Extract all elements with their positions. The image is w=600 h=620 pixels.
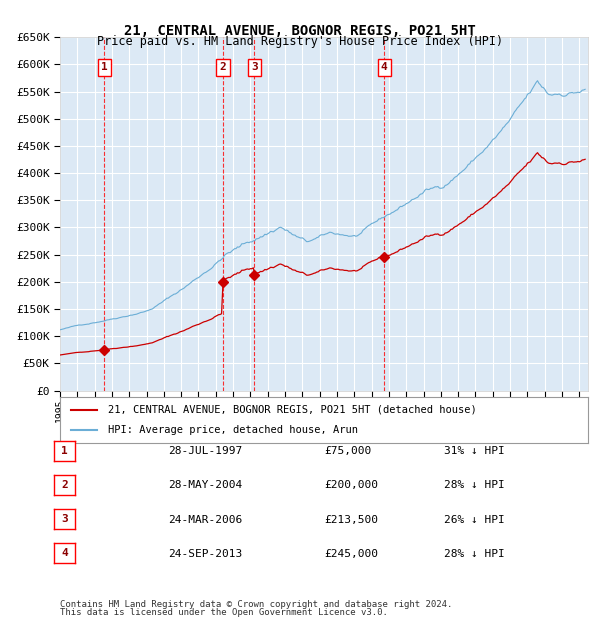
- Text: Contains HM Land Registry data © Crown copyright and database right 2024.: Contains HM Land Registry data © Crown c…: [60, 600, 452, 609]
- Text: Price paid vs. HM Land Registry's House Price Index (HPI): Price paid vs. HM Land Registry's House …: [97, 35, 503, 48]
- Text: £245,000: £245,000: [324, 549, 378, 559]
- Text: 24-MAR-2006: 24-MAR-2006: [168, 515, 242, 525]
- Text: 24-SEP-2013: 24-SEP-2013: [168, 549, 242, 559]
- Text: 4: 4: [381, 62, 388, 73]
- Text: 26% ↓ HPI: 26% ↓ HPI: [444, 515, 505, 525]
- Text: £213,500: £213,500: [324, 515, 378, 525]
- Text: 31% ↓ HPI: 31% ↓ HPI: [444, 446, 505, 456]
- Text: 28% ↓ HPI: 28% ↓ HPI: [444, 549, 505, 559]
- Text: £75,000: £75,000: [324, 446, 371, 456]
- Text: This data is licensed under the Open Government Licence v3.0.: This data is licensed under the Open Gov…: [60, 608, 388, 617]
- Text: 3: 3: [251, 62, 258, 73]
- Text: 1: 1: [101, 62, 108, 73]
- Text: 28-MAY-2004: 28-MAY-2004: [168, 480, 242, 490]
- Text: 2: 2: [61, 480, 68, 490]
- Text: HPI: Average price, detached house, Arun: HPI: Average price, detached house, Arun: [107, 425, 358, 435]
- Text: 2: 2: [220, 62, 226, 73]
- Text: 21, CENTRAL AVENUE, BOGNOR REGIS, PO21 5HT (detached house): 21, CENTRAL AVENUE, BOGNOR REGIS, PO21 5…: [107, 405, 476, 415]
- Text: 3: 3: [61, 514, 68, 524]
- Text: 4: 4: [61, 548, 68, 558]
- Text: £200,000: £200,000: [324, 480, 378, 490]
- Text: 1: 1: [61, 446, 68, 456]
- Text: 28-JUL-1997: 28-JUL-1997: [168, 446, 242, 456]
- Text: 21, CENTRAL AVENUE, BOGNOR REGIS, PO21 5HT: 21, CENTRAL AVENUE, BOGNOR REGIS, PO21 5…: [124, 24, 476, 38]
- Text: 28% ↓ HPI: 28% ↓ HPI: [444, 480, 505, 490]
